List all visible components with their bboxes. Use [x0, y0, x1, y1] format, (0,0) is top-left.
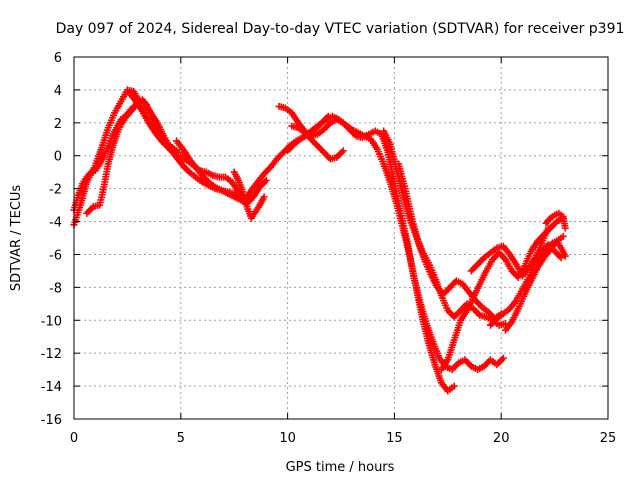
data-series — [284, 112, 458, 395]
data-point — [450, 382, 458, 390]
x-tick-label: 15 — [386, 431, 403, 446]
x-tick-label: 20 — [493, 431, 510, 446]
data-series — [230, 168, 268, 222]
y-tick-label: 6 — [54, 51, 62, 66]
y-tick-label: -8 — [49, 281, 62, 296]
data-series — [70, 102, 138, 214]
data-point — [559, 232, 567, 240]
data-series — [70, 86, 183, 229]
data-series — [395, 160, 505, 323]
tick-labels: 0 5 10 15 20 25 -16 -14 -12 -10 -8 -6 -4 -2 0 2 4 6 — [41, 51, 617, 446]
y-axis-label: SDTVAR / TECUs — [9, 185, 24, 292]
y-tick-label: -2 — [49, 183, 62, 198]
x-tick-label: 5 — [177, 431, 185, 446]
data-series — [177, 112, 332, 204]
data-series — [536, 237, 569, 265]
y-tick-label: -6 — [49, 248, 62, 263]
data-point — [499, 354, 507, 362]
data-markers — [70, 86, 569, 395]
data-series — [542, 209, 569, 232]
y-tick-label: -10 — [41, 314, 62, 329]
axis-ticks — [73, 56, 609, 420]
y-tick-label: 4 — [54, 84, 62, 99]
data-point — [561, 252, 569, 260]
data-series — [288, 116, 507, 374]
y-tick-label: -16 — [41, 413, 62, 428]
y-tick-label: -12 — [41, 347, 62, 362]
data-point — [339, 147, 347, 155]
x-tick-label: 0 — [70, 431, 78, 446]
data-point — [561, 224, 569, 232]
data-point — [260, 193, 268, 201]
x-tick-label: 10 — [279, 431, 296, 446]
y-tick-label: 2 — [54, 117, 62, 132]
y-tick-label: 0 — [54, 150, 62, 165]
plot-frame — [73, 56, 609, 420]
gridlines — [74, 57, 608, 419]
x-axis-label: GPS time / hours — [286, 460, 395, 475]
data-point — [262, 176, 270, 184]
data-point — [557, 254, 565, 262]
x-tick-label: 25 — [600, 431, 617, 446]
chart-title: Day 097 of 2024, Sidereal Day-to-day VTE… — [56, 21, 625, 37]
y-tick-label: -4 — [49, 216, 62, 231]
data-point — [544, 224, 552, 232]
y-tick-label: -14 — [41, 380, 62, 395]
